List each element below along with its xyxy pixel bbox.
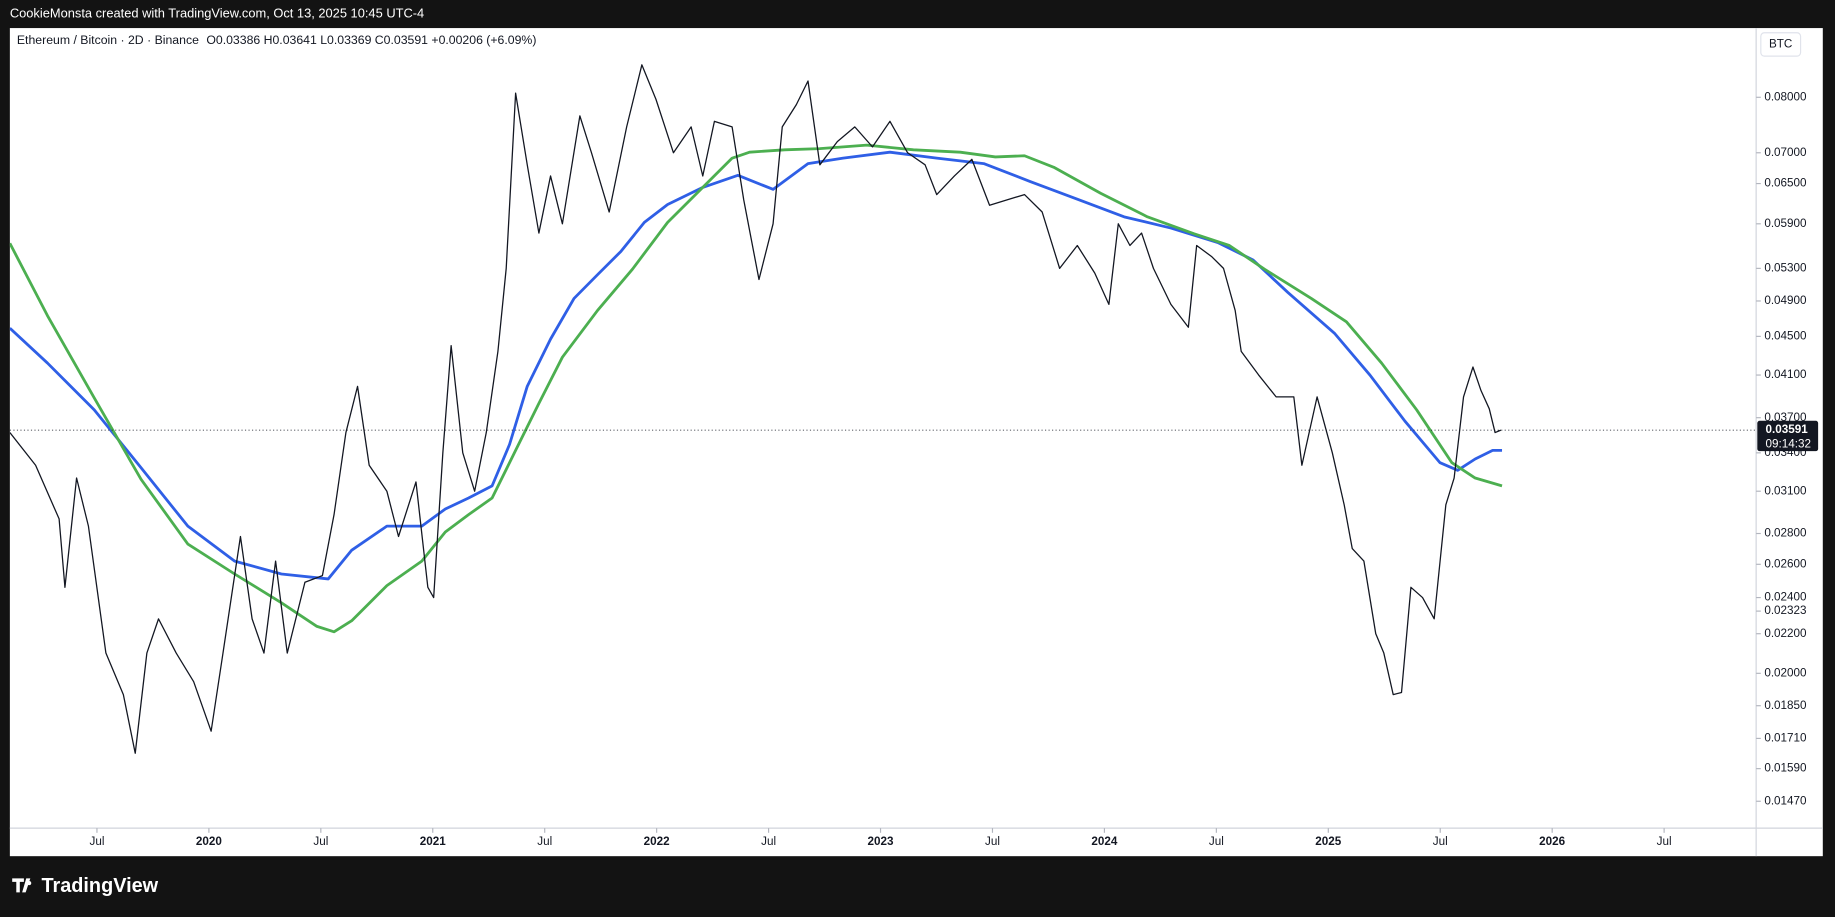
y-tick-label: 0.02200 [1764, 627, 1807, 640]
x-tick-label: Jul [89, 835, 104, 848]
y-tick-label: 0.02400 [1764, 591, 1807, 604]
y-tick-label: 0.02800 [1764, 527, 1807, 540]
x-tick-label: Jul [1209, 835, 1224, 848]
x-tick-label: Jul [761, 835, 776, 848]
x-tick-label: 2023 [868, 835, 895, 848]
currency: BTC [1769, 38, 1792, 51]
x-tick-label: Jul [313, 835, 328, 848]
brand: TradingView [41, 875, 158, 897]
y-tick-label: 0.04500 [1764, 329, 1807, 342]
y-tick-label: 0.04900 [1764, 294, 1807, 307]
y-tick-label: 0.02600 [1764, 557, 1807, 570]
x-tick-label: Jul [1433, 835, 1448, 848]
y-tick-label: 0.03100 [1764, 484, 1807, 497]
y-tick-label: 0.01590 [1764, 762, 1807, 775]
countdown: 09:14:32 [1765, 437, 1811, 450]
chart-pane [9, 28, 1823, 857]
y-tick-label: 0.02000 [1764, 666, 1807, 679]
x-tick-label: Jul [1657, 835, 1672, 848]
moving-average [9, 143, 1503, 634]
y-tick-label: 0.05900 [1764, 217, 1807, 230]
price-line [9, 64, 1502, 754]
symbol-title: Ethereum / Bitcoin · 2D · Binance [17, 33, 199, 47]
y-tick-label: 0.07000 [1764, 146, 1807, 159]
y-tick-label: 0.05300 [1764, 261, 1807, 274]
y-tick-label: 0.01850 [1764, 699, 1807, 712]
last-price-box [1757, 420, 1819, 452]
caption: CookieMonsta created with TradingView.co… [10, 5, 424, 20]
brand-logo [12, 878, 32, 893]
x-tick-label: 2020 [196, 835, 223, 848]
x-tick-label: 2024 [1091, 835, 1118, 848]
x-tick-label: 2021 [420, 835, 447, 848]
currency-button[interactable] [1760, 32, 1802, 57]
x-tick-label: Jul [537, 835, 552, 848]
y-tick-label: 0.08000 [1764, 90, 1807, 103]
x-tick-label: 2025 [1315, 835, 1342, 848]
y-tick-label: 0.04100 [1764, 368, 1807, 381]
y-tick-label: 0.02323 [1764, 604, 1806, 617]
ohlc-legend: O0.03386 H0.03641 L0.03369 C0.03591 +0.0… [206, 33, 536, 47]
last-price-label: 0.03591 [1765, 423, 1808, 436]
y-tick-label: 0.01710 [1764, 732, 1807, 745]
x-tick-label: 2022 [644, 835, 671, 848]
x-tick-label: Jul [985, 835, 1000, 848]
y-tick-label: 0.01470 [1764, 794, 1807, 807]
y-tick-label: 0.06500 [1764, 177, 1807, 190]
x-tick-label: 2026 [1539, 835, 1566, 848]
y-tick-label: 0.03700 [1764, 411, 1807, 424]
